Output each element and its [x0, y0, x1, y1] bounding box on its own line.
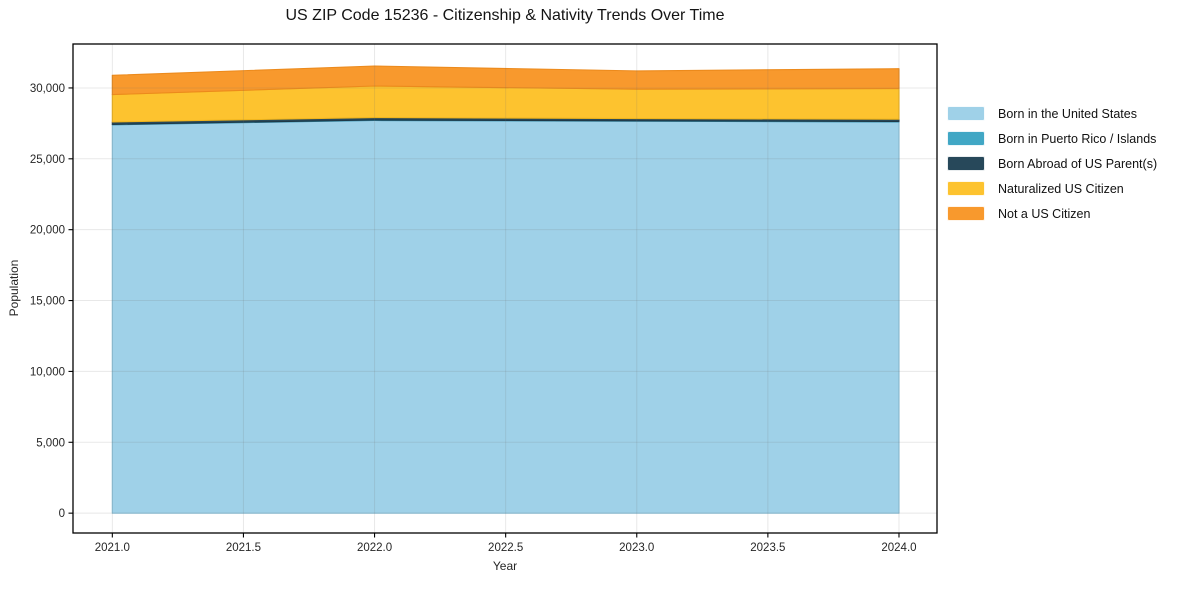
legend-item-not-a-us-citizen: Not a US Citizen [947, 206, 1157, 221]
legend-item-born-in-puerto-rico-islands: Born in Puerto Rico / Islands [947, 131, 1157, 146]
y-tick-label: 15,000 [30, 296, 65, 308]
legend-label: Born in Puerto Rico / Islands [998, 131, 1157, 146]
y-tick-label: 5,000 [36, 437, 65, 449]
x-tick-label: 2023.0 [619, 542, 654, 554]
x-tick-label: 2021.0 [95, 542, 130, 554]
legend-swatch-icon [947, 206, 985, 221]
y-tick-label: 25,000 [30, 154, 65, 166]
legend-swatch-icon [947, 156, 985, 171]
legend: Born in the United States Born in Puerto … [947, 106, 1157, 221]
area-not-a-us-citizen [111, 65, 900, 96]
x-tick-label: 2021.5 [226, 542, 261, 554]
legend-label: Born Abroad of US Parent(s) [998, 156, 1158, 171]
legend-item-born-in-the-united-states: Born in the United States [947, 106, 1157, 121]
legend-label: Naturalized US Citizen [998, 181, 1124, 196]
legend-item-naturalized-us-citizen: Naturalized US Citizen [947, 181, 1157, 196]
legend-swatch-icon [947, 131, 985, 146]
y-tick-label: 10,000 [30, 366, 65, 378]
y-tick-label: 0 [59, 508, 65, 520]
y-axis-title: Population [7, 259, 21, 317]
legend-label: Not a US Citizen [998, 206, 1091, 221]
x-axis-title: Year [492, 559, 518, 573]
legend-swatch-icon [947, 181, 985, 196]
legend-label: Born in the United States [998, 106, 1137, 121]
x-tick-label: 2024.0 [881, 542, 916, 554]
legend-item-born-abroad-of-us-parent-s: Born Abroad of US Parent(s) [947, 156, 1157, 171]
x-tick-label: 2022.0 [357, 542, 392, 554]
plot-border [72, 43, 938, 534]
y-tick-label: 30,000 [30, 83, 65, 95]
chart-title: US ZIP Code 15236 - Citizenship & Nativi… [285, 7, 725, 24]
x-tick-label: 2023.5 [750, 542, 785, 554]
legend-swatch-icon [947, 106, 985, 121]
y-tick-label: 20,000 [30, 225, 65, 237]
x-tick-label: 2022.5 [488, 542, 523, 554]
